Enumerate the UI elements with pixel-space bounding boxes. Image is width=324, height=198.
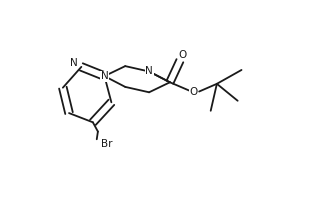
Text: N: N xyxy=(100,71,108,81)
Text: N: N xyxy=(70,58,77,68)
Text: N: N xyxy=(145,67,153,76)
Text: Br: Br xyxy=(101,139,112,149)
Text: O: O xyxy=(178,50,186,60)
Text: O: O xyxy=(190,87,198,96)
